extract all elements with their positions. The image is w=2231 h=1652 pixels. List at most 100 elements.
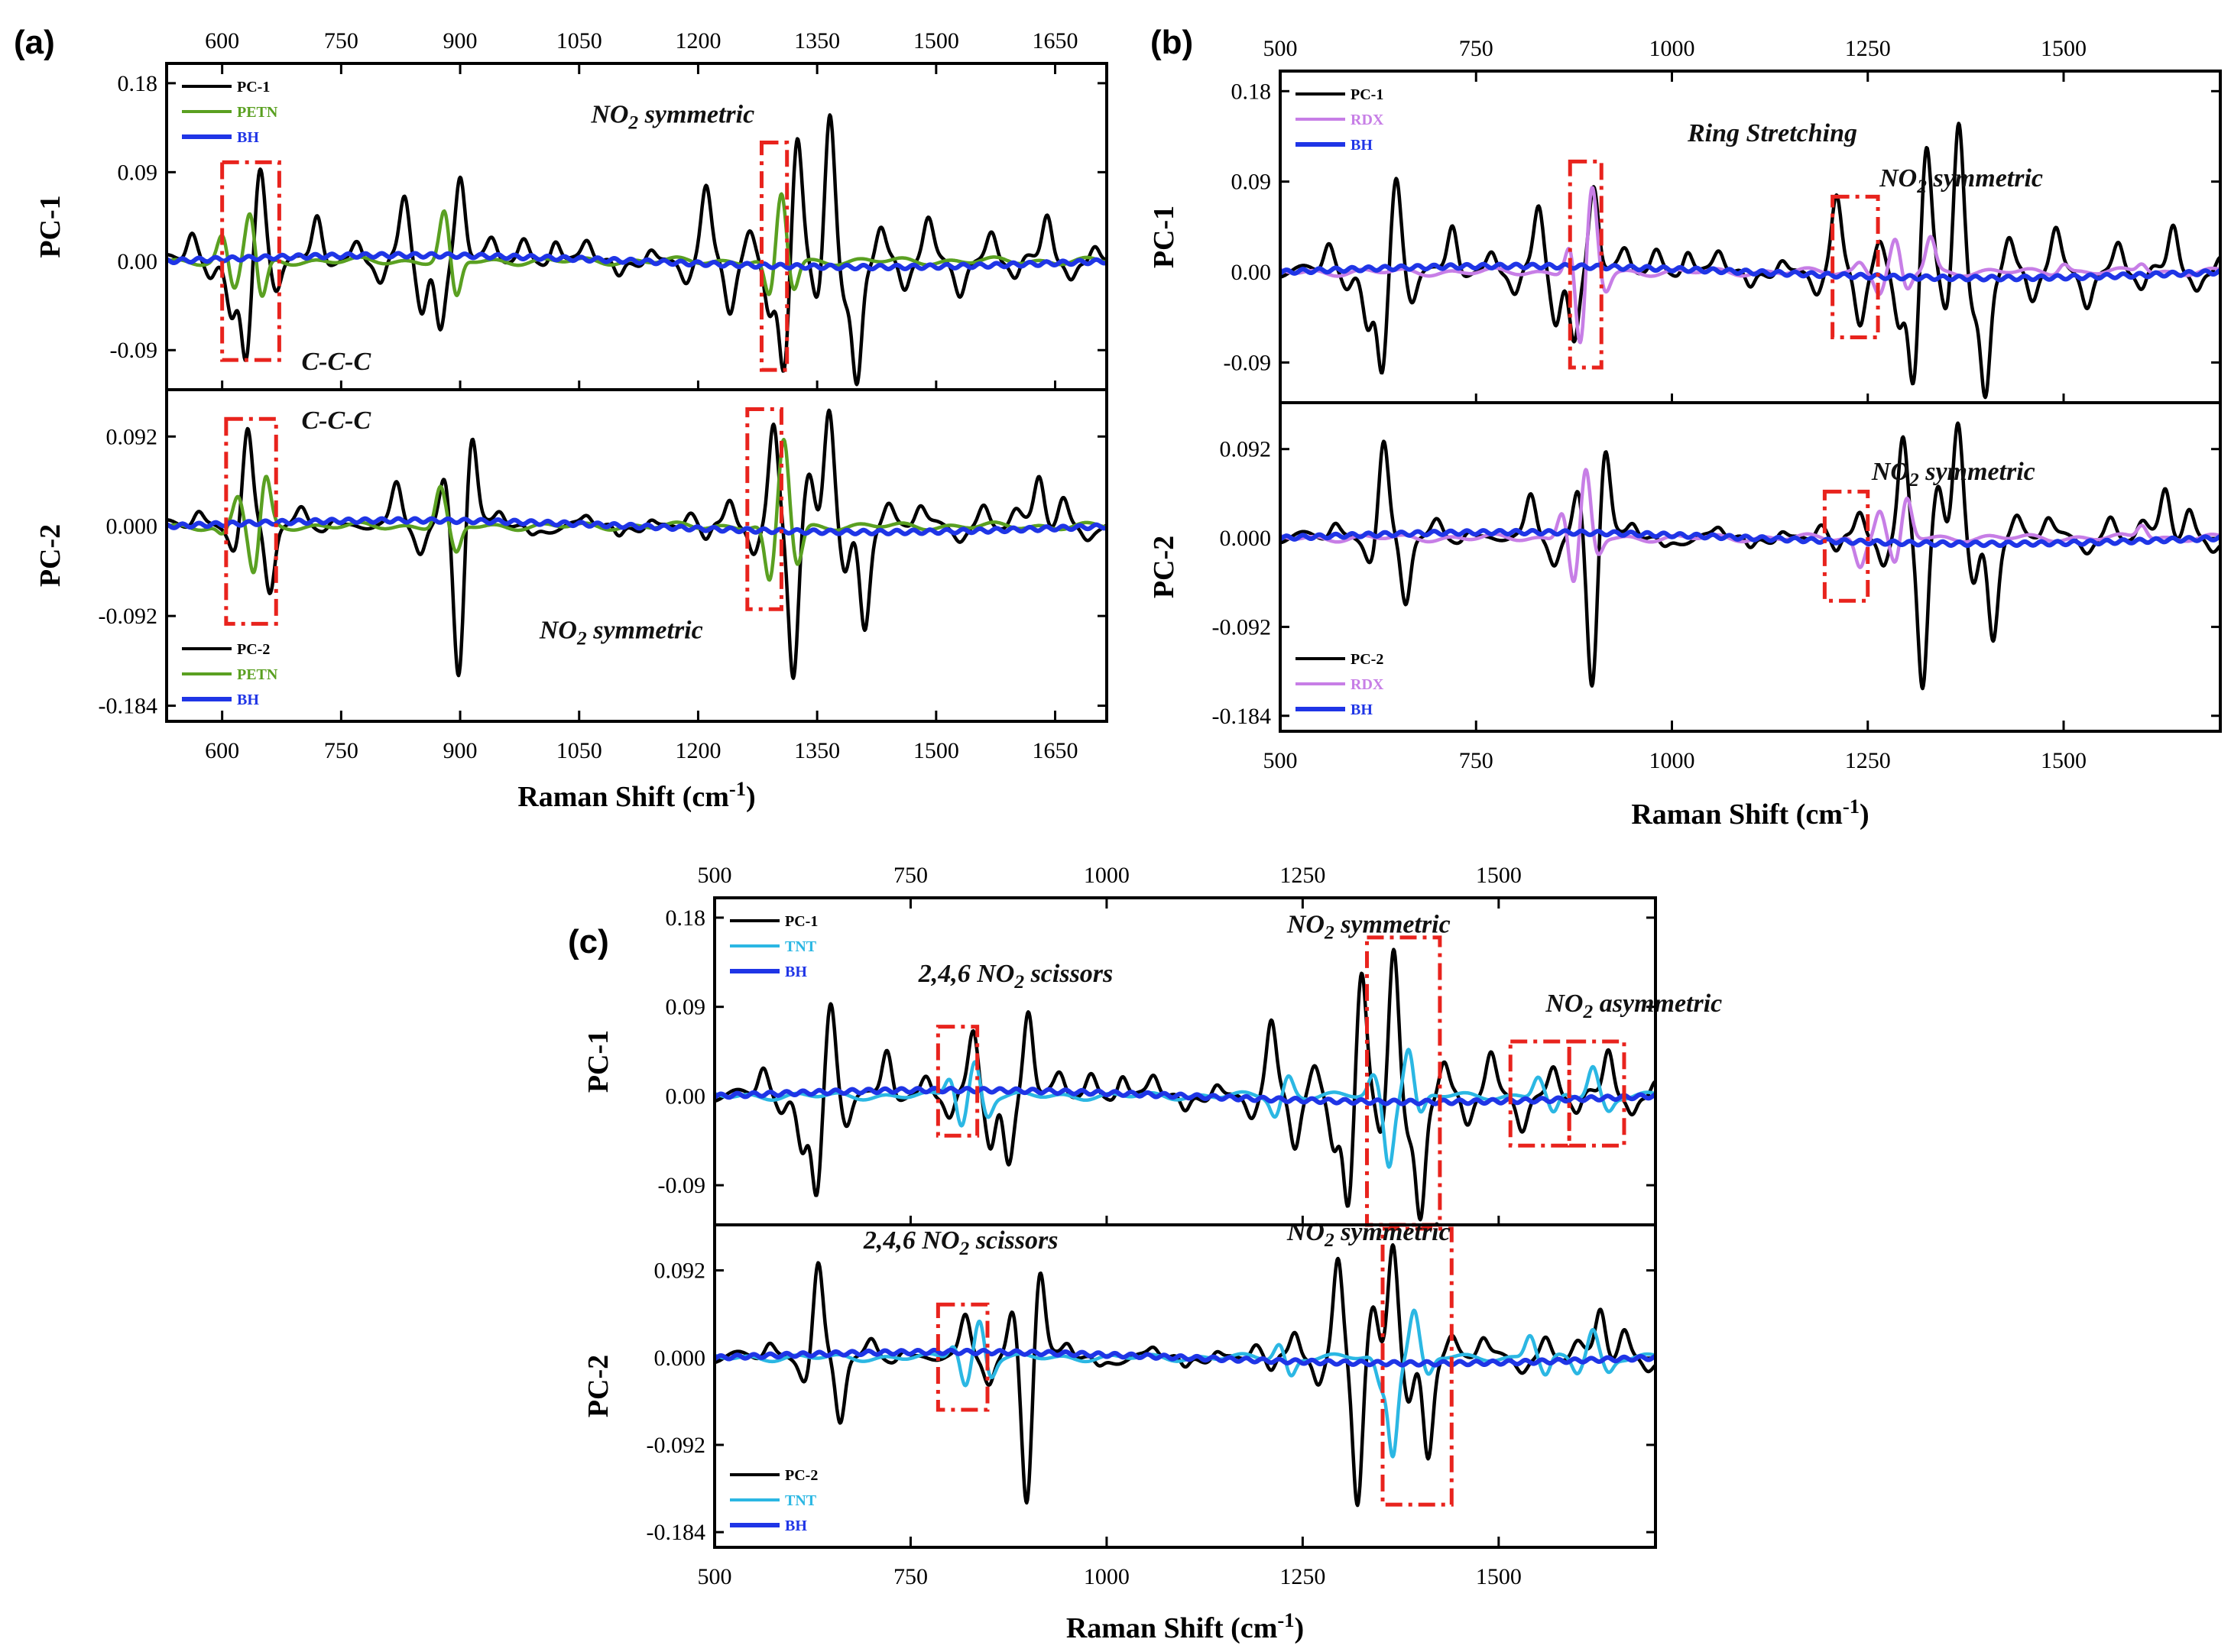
subplot-pc-1: 0.18 0.09 0.00 -0.09 PC-1 C-C-C NO2​ symmetric… [34,71,1107,387]
annotation: 2,4,6 NO2​ scissors [863,1226,1059,1259]
annotation: C-C-C [301,407,371,435]
panel-b: (b) 0.18 0.09 0.00 -0.09 PC-1 Ring Stretching N… [1148,24,2222,831]
series-bh [1280,527,2220,549]
x-tick-label: 1000 [1649,748,1695,773]
y-tick-label: 0.000 [654,1346,706,1371]
y-axis-label: PC-1 [1148,206,1180,268]
legend-label: TNT [785,938,817,955]
annotation: NO2​ symmetric [1286,910,1451,943]
top-x-tick-label: 1000 [1649,36,1695,61]
top-x-tick-label: 1500 [913,28,959,53]
legend-label: BH [1351,137,1373,154]
highlight-box [224,416,278,626]
top-x-tick-label: 1500 [1476,863,1522,888]
legend-label: PC-2 [785,1467,818,1484]
x-tick-label: 1350 [794,738,840,763]
annotation: C-C-C [301,348,371,376]
legend-label: BH [785,964,807,980]
x-tick-label: 750 [893,1564,928,1589]
legend-label: PC-1 [237,79,270,96]
top-x-tick-label: 750 [1459,36,1493,61]
subplot-pc-2: 0.092 0.000 -0.092 -0.184 PC-2 2,4,6 NO2​ sci… [582,1218,1655,1545]
annotation: NO2​ symmetric [1871,458,2035,491]
x-tick-label: 1500 [2041,748,2087,773]
x-tick-label: 1250 [1845,748,1891,773]
legend-label: BH [785,1518,807,1534]
legend-label: PC-1 [785,913,818,930]
y-tick-label: 0.00 [666,1084,706,1109]
y-axis-label: PC-1 [582,1030,614,1093]
x-axis-label: Raman Shift (cm-1) [1631,795,1869,831]
top-x-tick-label: 750 [893,863,928,888]
top-x-tick-label: 1650 [1033,28,1078,53]
y-tick-label: 0.18 [118,71,158,96]
annotation: NO2​ symmetric [590,101,754,134]
legend-label: PETN [237,666,278,683]
y-tick-label: -0.09 [658,1173,706,1198]
x-tick-label: 750 [1459,748,1493,773]
x-tick-label: 1500 [1476,1564,1522,1589]
legend-label: RDX [1351,676,1384,693]
x-tick-label: 500 [698,1564,732,1589]
y-tick-label: -0.09 [1224,350,1272,375]
highlight-box [759,141,790,372]
top-x-tick-label: 500 [698,863,732,888]
highlight-box [220,160,281,362]
series-group [167,113,1107,387]
y-tick-label: -0.184 [647,1520,706,1545]
panel-label: (c) [568,923,609,960]
series-group [715,1242,1655,1508]
y-axis-label: PC-2 [582,1355,614,1417]
series-tnt [715,1308,1655,1459]
x-tick-label: 1500 [913,738,959,763]
series-pc-1 [715,947,1655,1222]
series-group [1280,421,2220,691]
y-tick-label: 0.000 [1220,526,1272,551]
top-x-tick-label: 1200 [675,28,721,53]
legend-label: PETN [237,104,278,121]
x-tick-label: 1650 [1033,738,1078,763]
annotation: NO2​ symmetric [539,617,703,649]
series-pc-1 [167,113,1107,387]
y-tick-label: 0.092 [106,424,158,449]
legend-label: PC-2 [237,641,270,658]
top-x-tick-label: 1000 [1084,863,1130,888]
series-pc-2 [1280,421,2220,691]
x-tick-label: 1050 [556,738,602,763]
subplot-pc-1: 0.18 0.09 0.00 -0.09 PC-1 Ring Stretching NO2​… [1148,79,2220,400]
series-bh [167,516,1107,536]
y-tick-label: -0.092 [647,1433,706,1458]
subplot-pc-2: 0.092 0.000 -0.092 -0.184 PC-2 C-C-C NO2​ symm… [34,407,1107,719]
y-tick-label: 0.092 [654,1258,706,1284]
legend-label: BH [237,692,259,708]
x-tick-label: 1000 [1084,1564,1130,1589]
y-tick-label: -0.092 [1212,614,1272,640]
highlight-box [1822,489,1870,603]
highlight-box [1831,194,1880,340]
panel-c: (c) 0.18 0.09 0.00 -0.09 PC-1 NO2​ symmetric 2,… [568,863,1722,1644]
series-bh [715,1085,1655,1106]
legend-label: TNT [785,1492,817,1509]
series-petn [167,437,1107,582]
annotation: 2,4,6 NO2​ scissors [918,960,1114,993]
plot-frame [713,896,1657,1549]
top-x-tick-label: 500 [1263,36,1298,61]
series-bh [715,1347,1655,1368]
top-x-tick-label: 1350 [794,28,840,53]
panel-label: (b) [1150,24,1193,61]
panel-a: (a) 0.18 0.09 0.00 -0.09 PC-1 C-C-C NO2​ symmet… [14,24,1108,813]
y-tick-label: -0.184 [99,694,158,719]
y-tick-label: -0.092 [99,604,158,629]
x-tick-label: 750 [324,738,358,763]
top-x-tick-label: 750 [324,28,358,53]
series-bh [167,251,1107,272]
plot-frame [165,62,1108,723]
legend-label: RDX [1351,112,1384,128]
legend-label: PC-1 [1351,86,1383,103]
y-axis-label: PC-2 [1148,536,1180,598]
y-tick-label: 0.000 [106,514,158,539]
highlight-box [1380,1226,1454,1507]
series-pc-1 [1280,121,2220,400]
subplot-pc-2: 0.092 0.000 -0.092 -0.184 PC-2 NO2​ symmetric… [1148,421,2220,729]
